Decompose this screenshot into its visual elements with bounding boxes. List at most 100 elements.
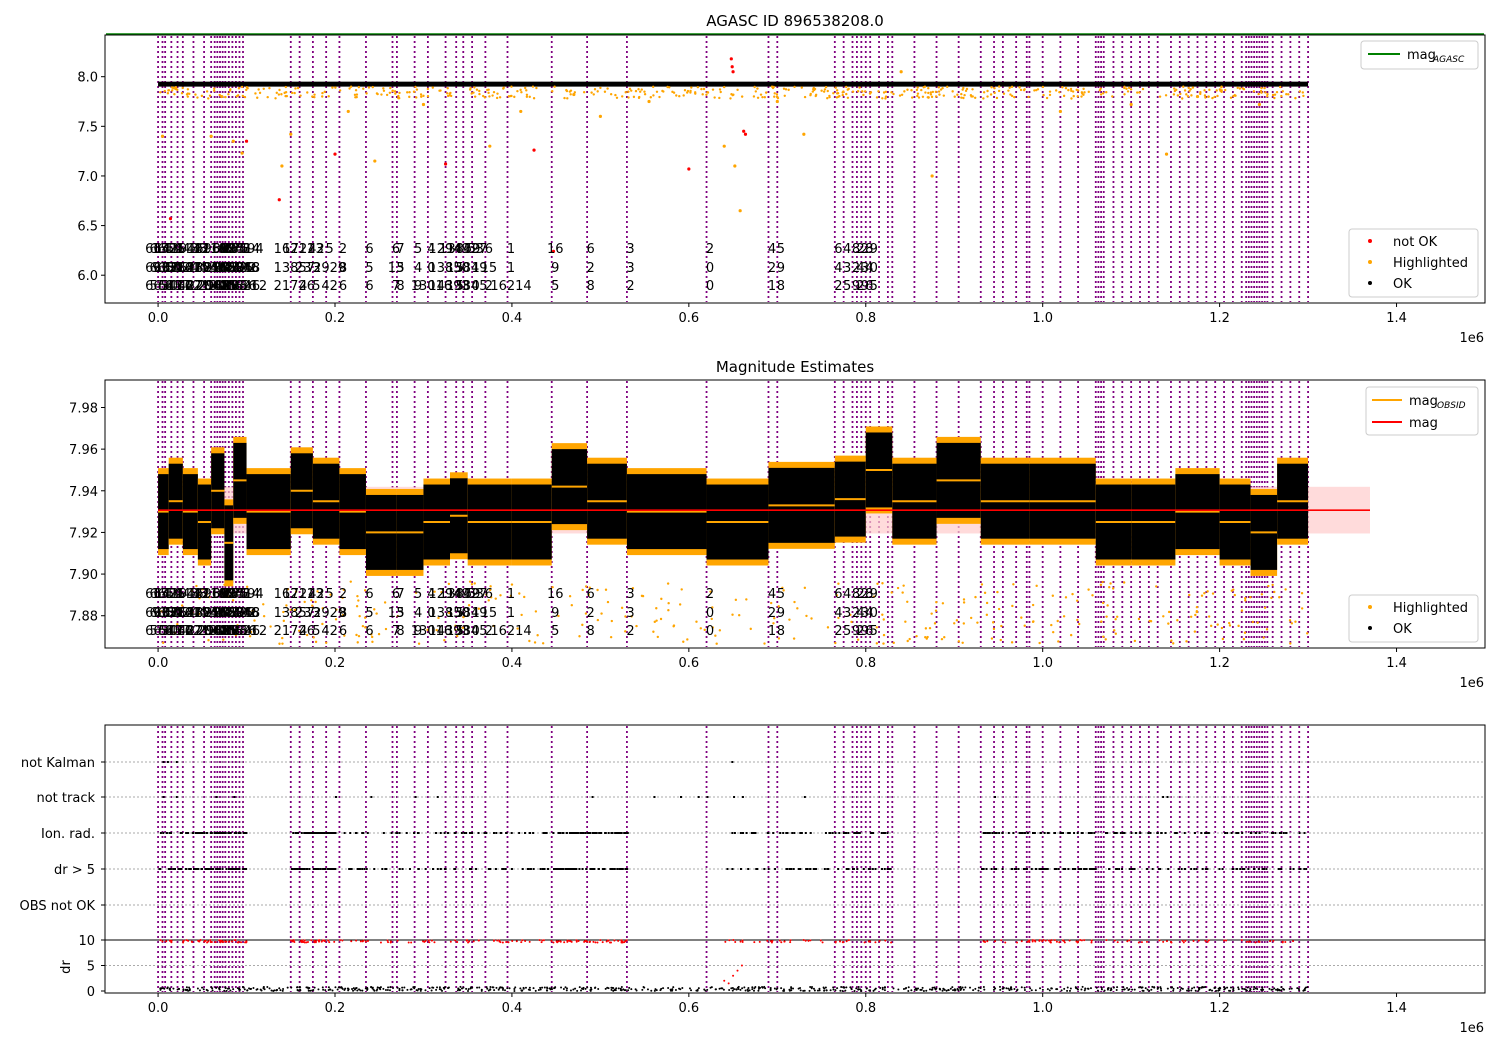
dr-over-5-flag-point [1057,868,1060,870]
highlighted-point [941,86,944,90]
ion-rad-flag-point [398,832,401,834]
highlighted-point [702,87,706,91]
highlighted-point [736,88,739,92]
dr-point [757,987,760,990]
ion-rad-flag-point [313,832,316,834]
dr-point [1133,988,1136,991]
dr-high-point [236,941,239,944]
dr-point [584,987,587,990]
highlighted-point [1100,620,1103,623]
highlighted-point [321,622,324,626]
ion-rad-flag-point [185,832,188,834]
highlighted-point [454,628,457,631]
x-tick-label: 0.0 [148,311,169,326]
highlighted-point [1115,615,1119,618]
highlighted-point [652,630,655,633]
dr-high-point [740,964,743,967]
dr-point [185,986,188,989]
dr-high-point [541,939,544,942]
obsid-label: 5 [870,279,878,294]
ion-rad-flag-point [483,832,486,834]
not-track-flag-point [414,796,417,798]
highlighted-point [1267,584,1270,588]
dr-point [574,987,577,990]
highlighted-point [957,640,961,643]
obsid-label: 14392 [215,606,256,621]
highlighted-point [194,93,197,96]
dr-high-point [244,941,247,944]
ion-rad-flag-point [405,832,408,834]
highlighted-point [356,594,359,598]
axes-frame [104,724,1486,994]
ion-rad-flag-point [201,832,204,834]
dr-point [1074,986,1077,989]
highlighted-point [565,88,568,92]
ion-rad-flag-point [180,832,183,834]
obsid-label: 15 [481,261,498,276]
highlighted-point [900,93,904,96]
obsid-label: 9 [414,279,422,294]
legend-label: OK [1393,622,1412,637]
highlighted-point [1172,93,1176,96]
highlighted-point [1244,597,1247,600]
legend-label: OK [1393,277,1412,292]
x-tick-label: 1.4 [1386,656,1407,671]
obsid-label: 2 [626,279,634,294]
dr-point [964,986,967,989]
dr-point [1122,986,1125,989]
dr-point [562,988,565,991]
ion-rad-flag-point [215,832,218,834]
dr-point [925,989,928,992]
dr-over-5-flag-point [349,868,352,870]
obsid-label: 16963 [187,242,228,257]
obsid-label: 1525 [152,242,185,257]
dr-point [737,985,740,988]
dr-over-5-flag-point [541,868,544,870]
obsid-label: 3 [843,261,851,276]
x-tick-label: 1.2 [1209,656,1230,671]
dr-point [1148,989,1151,992]
highlighted-point [598,114,602,118]
dr-point [1008,989,1011,992]
highlighted-point [881,582,884,585]
highlighted-point [875,96,879,99]
highlighted-point [861,90,864,93]
highlighted-point [738,209,742,213]
highlighted-point [1138,91,1141,94]
highlighted-point [756,96,760,99]
ion-rad-flag-point [1046,832,1049,834]
ion-rad-flag-point [355,832,358,834]
highlighted-point [1167,610,1171,614]
dr-over-5-flag-point [1305,868,1308,870]
highlighted-point [609,635,613,639]
dr-over-5-flag-point [358,868,361,870]
highlighted-point [305,633,309,637]
dr-point [447,986,450,989]
obsid-label: 546 [234,606,259,621]
highlighted-point [1273,96,1276,100]
ion-rad-flag-point [754,832,757,834]
highlighted-point [293,91,296,95]
dr-over-5-flag-point [767,868,770,870]
ion-rad-flag-point [552,832,555,834]
highlighted-point [502,87,505,90]
obsid-label: 40 [178,624,195,639]
dr-point [279,989,282,992]
dr-over-5-flag-point [731,868,734,870]
dr-point [1276,989,1279,992]
x-tick-label: 0.2 [325,656,346,671]
highlighted-point [593,88,597,91]
y-tick-label: 7.90 [69,568,98,583]
x-tick-label: 0.4 [502,656,523,671]
dr-over-5-flag-point [1133,868,1136,870]
dr-point [1211,989,1214,992]
highlighted-point [820,89,823,92]
dr-point [236,987,239,990]
ion-rad-flag-point [1121,832,1124,834]
dr-over-5-flag-point [1091,868,1094,870]
dr-point [1209,988,1212,991]
dr-point [282,987,285,990]
dr-high-point [778,939,781,942]
highlighted-point [877,90,880,93]
obsid-label: 5366 [202,261,235,276]
